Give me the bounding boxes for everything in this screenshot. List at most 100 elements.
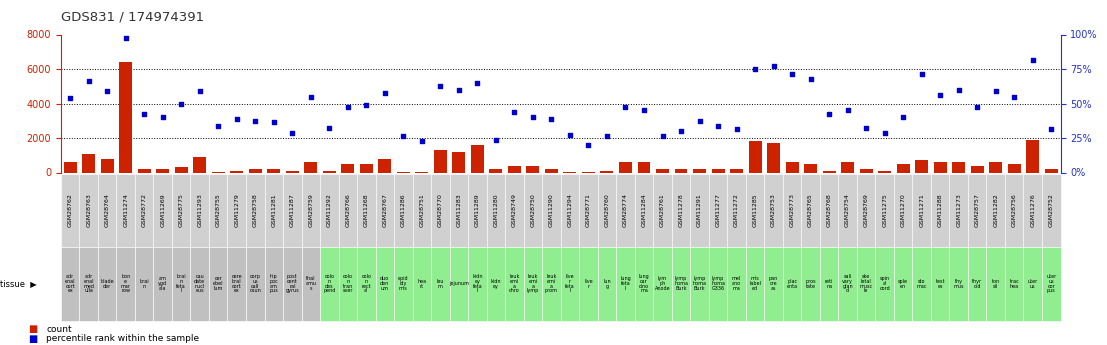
Text: sto
mac: sto mac xyxy=(917,279,927,289)
Point xyxy=(320,125,338,130)
Text: cer
ebel
lum: cer ebel lum xyxy=(213,276,224,291)
Text: leu
m: leu m xyxy=(436,279,444,289)
Point xyxy=(432,83,449,89)
Text: GSM28749: GSM28749 xyxy=(511,194,517,227)
Bar xyxy=(563,171,577,172)
Point xyxy=(413,139,431,144)
Text: duo
den
um: duo den um xyxy=(380,276,390,291)
Text: GSM28759: GSM28759 xyxy=(308,194,313,227)
Point xyxy=(542,116,560,122)
Text: GSM28772: GSM28772 xyxy=(142,194,147,227)
Text: GSM11282: GSM11282 xyxy=(993,194,999,227)
Text: GSM28760: GSM28760 xyxy=(604,194,610,227)
Point xyxy=(950,87,968,92)
Point xyxy=(580,142,598,148)
Bar xyxy=(990,162,1002,172)
Point xyxy=(228,116,246,122)
Text: tissue  ▶: tissue ▶ xyxy=(0,279,37,288)
Point xyxy=(1024,58,1042,63)
Text: uter
us: uter us xyxy=(1027,279,1038,289)
Text: GSM11285: GSM11285 xyxy=(753,194,757,227)
Text: percentile rank within the sample: percentile rank within the sample xyxy=(46,334,199,343)
Bar xyxy=(656,169,669,172)
Point xyxy=(190,89,208,94)
Point xyxy=(117,35,135,41)
Text: GSM28752: GSM28752 xyxy=(1048,194,1054,227)
Text: GSM28764: GSM28764 xyxy=(105,194,110,227)
Point xyxy=(1005,94,1023,99)
Bar xyxy=(731,169,743,172)
Bar xyxy=(341,164,354,172)
Point xyxy=(173,101,190,106)
Text: GSM28751: GSM28751 xyxy=(420,194,424,227)
Text: GSM11272: GSM11272 xyxy=(734,194,739,227)
Point xyxy=(561,132,579,137)
Text: live
r: live r xyxy=(584,279,592,289)
Text: am
ygd
ala: am ygd ala xyxy=(158,276,167,291)
Bar xyxy=(971,166,984,172)
Text: post
cent
ral
gyrus: post cent ral gyrus xyxy=(286,274,299,294)
Bar xyxy=(823,171,836,172)
Text: lymp
homa
Burk: lymp homa Burk xyxy=(674,276,689,291)
Text: pros
tate: pros tate xyxy=(805,279,816,289)
Bar xyxy=(101,159,114,172)
Text: GSM11281: GSM11281 xyxy=(271,194,277,227)
Text: brai
n
feta
l: brai n feta l xyxy=(176,274,186,294)
Text: brai
n: brai n xyxy=(139,279,149,289)
Bar xyxy=(508,166,521,172)
Point xyxy=(672,128,690,134)
Point xyxy=(727,127,745,132)
Text: GSM28757: GSM28757 xyxy=(974,194,980,227)
Text: GSM28774: GSM28774 xyxy=(623,194,628,227)
Point xyxy=(247,118,265,124)
Point xyxy=(80,78,97,84)
Bar xyxy=(915,160,928,172)
Point xyxy=(820,111,838,117)
Bar xyxy=(600,171,613,172)
Point xyxy=(598,134,615,139)
Text: live
r
feta
l: live r feta l xyxy=(565,274,575,294)
Text: lung
feta
l: lung feta l xyxy=(620,276,631,291)
Text: GSM11268: GSM11268 xyxy=(364,194,369,227)
Point xyxy=(135,111,153,117)
Text: reti
na: reti na xyxy=(825,279,834,289)
Text: jejunum: jejunum xyxy=(448,281,469,286)
Text: spin
al
cord: spin al cord xyxy=(879,276,890,291)
Text: GSM11293: GSM11293 xyxy=(197,194,203,227)
Text: leuk
emi
a
prom: leuk emi a prom xyxy=(545,274,558,294)
Text: thy
mus: thy mus xyxy=(953,279,964,289)
Text: adr
enal
med
ulla: adr enal med ulla xyxy=(83,274,94,294)
Point xyxy=(506,109,524,115)
Text: GSM11279: GSM11279 xyxy=(235,194,239,227)
Point xyxy=(265,120,282,125)
Bar xyxy=(767,143,780,172)
Text: blade
der: blade der xyxy=(101,279,114,289)
Text: epid
idy
mis: epid idy mis xyxy=(399,276,408,291)
Text: GSM28770: GSM28770 xyxy=(438,194,443,227)
Bar xyxy=(434,150,447,172)
Bar xyxy=(619,162,632,172)
Bar xyxy=(175,167,188,172)
Bar xyxy=(786,162,798,172)
Bar xyxy=(230,171,244,172)
Text: GSM11294: GSM11294 xyxy=(568,194,572,227)
Text: GSM11289: GSM11289 xyxy=(475,194,480,227)
Text: GSM11273: GSM11273 xyxy=(956,194,961,227)
Text: GSM11290: GSM11290 xyxy=(549,194,554,227)
Bar xyxy=(397,171,410,172)
Text: leuk
emi
a
chro: leuk emi a chro xyxy=(509,274,520,294)
Text: GSM28773: GSM28773 xyxy=(789,194,795,227)
Bar xyxy=(379,159,391,172)
Text: lun
g: lun g xyxy=(603,279,611,289)
Text: hip
poc
am
pus: hip poc am pus xyxy=(269,274,278,294)
Bar xyxy=(748,141,762,172)
Bar xyxy=(804,164,817,172)
Text: GDS831 / 174974391: GDS831 / 174974391 xyxy=(61,10,204,23)
Bar xyxy=(933,162,946,172)
Bar xyxy=(267,169,280,172)
Text: test
es: test es xyxy=(935,279,945,289)
Point xyxy=(617,104,634,110)
Bar xyxy=(527,166,539,172)
Text: count: count xyxy=(46,325,72,334)
Bar xyxy=(82,154,95,172)
